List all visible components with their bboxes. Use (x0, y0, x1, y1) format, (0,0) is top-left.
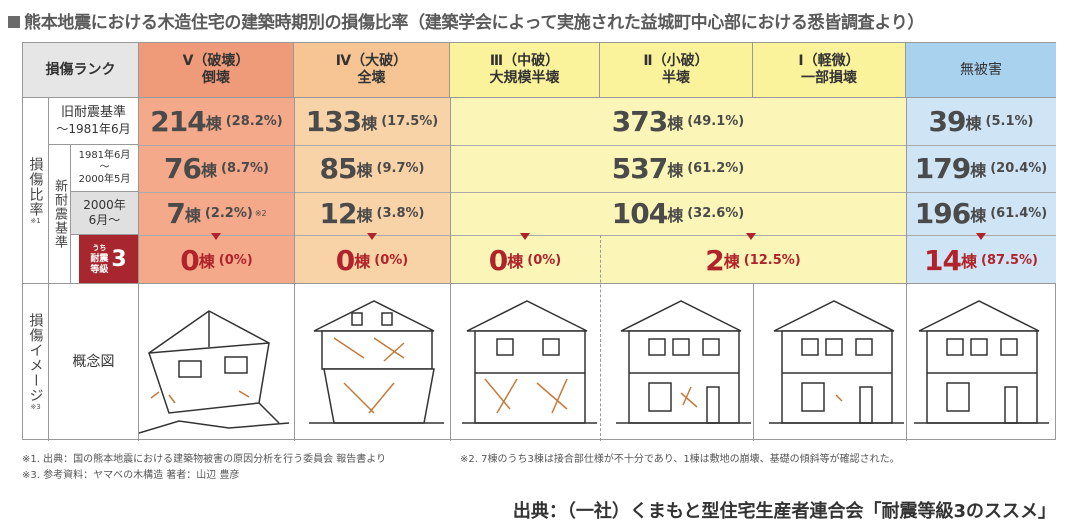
column-divider (600, 235, 601, 441)
grade3-line1: 耐震 (90, 253, 109, 264)
damage-ratio-text: 損傷比率 (27, 156, 44, 217)
column-divider (906, 98, 907, 441)
column-divider (450, 98, 451, 441)
new1-iv-value: 85 棟 (9.7%) (319, 152, 425, 185)
old-mid-value: 373 棟 (49.1%) (611, 105, 745, 138)
damage-image-text: 損傷イメージ (27, 313, 44, 403)
damage-image-label: 損傷イメージ ※3 (23, 283, 49, 441)
new2-label: 2000年 6月〜 (71, 192, 139, 235)
grade3-ii-i-value: 2 棟 (12.5%) (705, 243, 801, 277)
header-v: Ⅴ（破壊） 倒壊 (139, 43, 294, 98)
grade3-prefix: うち (92, 243, 107, 252)
header-i-line1: Ⅰ（軽微） (798, 53, 860, 69)
header-iv: Ⅳ（大破） 全壊 (294, 43, 450, 98)
footnote-2: ※2. 7棟のうち3棟は接合部仕様が不十分であり、1棟は敷地の崩壊、基礎の傾斜等… (460, 454, 900, 465)
old-none-value: 39 棟 (5.1%) (928, 105, 1034, 138)
header-ii-line1: Ⅱ（小破） (643, 53, 709, 69)
old-standard-line2: 〜1981年6月 (56, 122, 131, 136)
arrow-down-icon (976, 233, 986, 240)
house-illustrations (139, 300, 1049, 434)
source-citation: 出典：（一社）くまもと型住宅生産者連合会「耐震等級3のススメ」 (512, 501, 1056, 522)
header-i-line2: 一部損壊 (801, 70, 857, 86)
damage-ratio-label: 損傷比率 ※1 (23, 98, 49, 283)
old-iv-value: 133 棟 (17.5%) (305, 105, 439, 138)
damage-image-note: ※3 (30, 403, 41, 411)
old-standard-line1: 旧耐震基準 (60, 105, 126, 120)
new-standard-text: 新耐震基準 (52, 179, 67, 249)
grade3-iv-value: 0 棟 (0%) (335, 243, 409, 277)
header-ii-line2: 半壊 (662, 70, 690, 86)
grade3-label: うち 耐震 等級 3 (79, 235, 139, 283)
header-iii-line1: Ⅲ（中破） (489, 53, 560, 69)
header-iii: Ⅲ（中破） 大規模半壊 (450, 43, 600, 98)
major-damage-house-icon (309, 300, 444, 424)
header-iii-line2: 大規模半壊 (489, 70, 560, 86)
arrow-down-icon (746, 233, 756, 240)
new2-line2: 6月〜 (88, 213, 121, 227)
new1-line3: 2000年5月 (78, 174, 131, 185)
new-standard-label: 新耐震基準 (49, 145, 71, 283)
undamaged-house-icon (914, 300, 1049, 424)
header-i: Ⅰ（軽微） 一部損壊 (753, 43, 906, 98)
title-text: 熊本地震における木造住宅の建築時期別の損傷比率（建築学会によって実施された益城町… (24, 13, 925, 33)
row-divider (139, 235, 1056, 236)
new1-none-value: 179 棟 (20.4%) (914, 152, 1048, 185)
old-v-value: 214 棟 (28.2%) (150, 105, 283, 138)
column-divider (753, 283, 754, 441)
header-none: 無被害 (906, 43, 1056, 98)
column-bg-iv (294, 98, 450, 283)
arrow-down-icon (211, 233, 221, 240)
new1-label: 1981年6月 〜 2000年5月 (71, 145, 139, 192)
grade3-iii-value: 0 棟 (0%) (488, 243, 562, 277)
column-bg-v (139, 98, 294, 283)
note-2-marker: ※2 (254, 209, 267, 218)
arrow-down-icon (367, 233, 377, 240)
footnote-1: ※1. 出典：国の熊本地震における建築物被害の原因分析を行う委員会 報告書より (22, 454, 387, 465)
new2-line1: 2000年 (83, 198, 126, 212)
minor-damage-house-icon (616, 300, 751, 424)
new2-mid-value: 104 棟 (32.6%) (611, 197, 745, 230)
column-divider (294, 98, 295, 441)
row-divider (139, 145, 1056, 146)
footnote-3: ※3. 参考資料：ヤマベの木構造 著者：山辺 豊彦 (22, 470, 240, 481)
arrow-down-icon (520, 233, 530, 240)
header-v-line2: 倒壊 (202, 70, 230, 86)
slight-damage-house-icon (769, 300, 904, 424)
new2-none-value: 196 棟 (61.4%) (914, 197, 1048, 230)
row-divider (23, 283, 1056, 284)
new2-v-value: 7 棟 (2.2%) ※2 (166, 197, 267, 230)
new1-mid-value: 537 棟 (61.2%) (611, 152, 745, 185)
new1-line1: 1981年6月 (78, 150, 131, 161)
header-iv-line1: Ⅳ（大破） (335, 53, 408, 69)
column-bg-none (906, 98, 1056, 283)
concept-label: 概念図 (49, 283, 139, 441)
damage-ratio-note: ※1 (30, 216, 41, 225)
header-ii: Ⅱ（小破） 半壊 (600, 43, 753, 98)
header-v-line1: Ⅴ（破壊） (182, 53, 250, 69)
grade3-line2: 等級 (90, 264, 109, 275)
new2-iv-value: 12 棟 (3.8%) (319, 197, 425, 230)
grade3-number: 3 (111, 246, 127, 272)
moderate-damage-house-icon (462, 300, 597, 424)
page-title: 熊本地震における木造住宅の建築時期別の損傷比率（建築学会によって実施された益城町… (8, 8, 924, 33)
row-divider (139, 192, 1056, 193)
grade3-none-value: 14 棟 (87.5%) (924, 243, 1038, 277)
rank-label: 損傷ランク (23, 43, 139, 98)
collapsed-house-icon (139, 310, 290, 434)
old-standard-label: 旧耐震基準 〜1981年6月 (49, 98, 139, 145)
header-iv-line2: 全壊 (357, 70, 386, 86)
new1-v-value: 76 棟 (8.7%) (164, 152, 269, 185)
column-bg-mid (450, 98, 906, 283)
damage-table: 損傷ランク Ⅴ（破壊） 倒壊 Ⅳ（大破） 全壊 Ⅲ（中破） 大規模半壊 Ⅱ（小破） 半壊… (22, 42, 1056, 441)
new1-line2: 〜 (99, 162, 110, 173)
grade3-v-value: 0 棟 (0%) (180, 243, 253, 277)
square-bullet-icon (8, 16, 20, 28)
